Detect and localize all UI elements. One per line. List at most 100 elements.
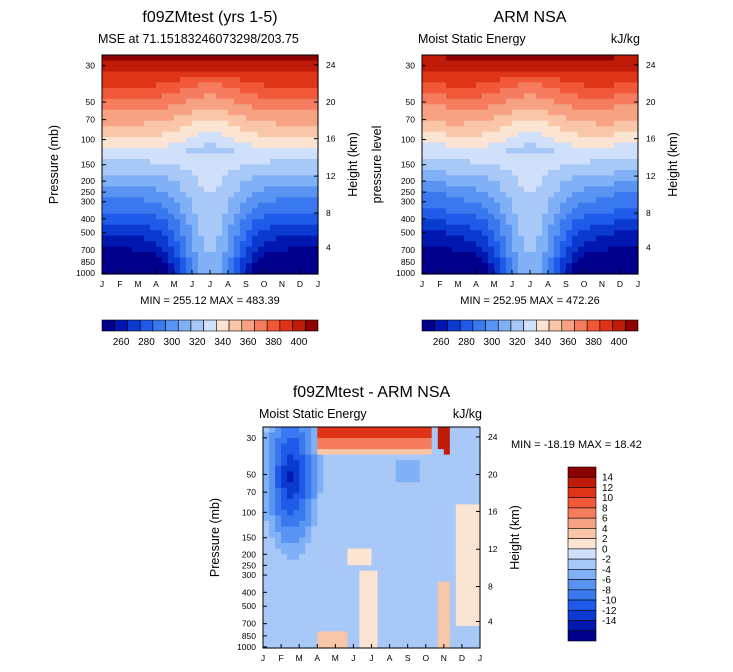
heatmap-cell [536, 126, 543, 133]
heatmap-cell [311, 548, 318, 555]
heatmap-cell [293, 438, 300, 445]
heatmap-cell [632, 93, 639, 100]
heatmap-cell [500, 169, 507, 177]
heatmap-cell [234, 202, 241, 209]
heatmap-cell [428, 263, 435, 270]
heatmap-cell [401, 482, 409, 489]
heatmap-cell [428, 71, 435, 78]
heatmap-cell [216, 153, 223, 160]
x-tick-label: M [454, 279, 461, 289]
heatmap-cell [449, 460, 457, 467]
heatmap-cell [174, 219, 181, 226]
heatmap-cell [440, 93, 447, 100]
heatmap-cell [443, 487, 451, 494]
heatmap-cell [144, 115, 151, 122]
heatmap-cell [174, 252, 181, 259]
heatmap-cell [300, 213, 307, 220]
heatmap-cell [240, 224, 247, 231]
heatmap-cell [560, 197, 567, 204]
heatmap-cell [506, 82, 513, 89]
heatmap-cell [602, 208, 609, 215]
heatmap-cell [437, 642, 445, 649]
heatmap-cell [174, 98, 181, 105]
heatmap-cell [473, 498, 481, 505]
heatmap-cell [252, 175, 259, 182]
heatmap-cell [341, 642, 348, 649]
heatmap-cell [608, 148, 615, 155]
heatmap-cell [377, 531, 385, 539]
heatmap-cell [198, 257, 205, 264]
heatmap-cell [389, 614, 397, 621]
heatmap-cell [365, 454, 373, 461]
heatmap-cell [276, 71, 283, 78]
heatmap-cell [530, 71, 537, 78]
heatmap-cell [240, 76, 247, 83]
y2-tick-label: 4 [326, 243, 331, 253]
heatmap-cell [276, 76, 283, 83]
heatmap-cell [359, 592, 367, 599]
heatmap-cell [299, 432, 306, 439]
heatmap-cell [524, 115, 531, 122]
colorbar-swatch [459, 319, 474, 332]
heatmap-cell [620, 252, 627, 259]
heatmap-cell [584, 230, 591, 237]
heatmap-cell [419, 471, 427, 478]
heatmap-cell [524, 109, 531, 116]
heatmap-cell [632, 235, 639, 242]
heatmap-cell [419, 609, 427, 616]
heatmap-cell [347, 465, 355, 472]
heatmap-cell [359, 603, 367, 610]
heatmap-cell [317, 531, 324, 539]
heatmap-cell [632, 137, 639, 144]
heatmap-cell [464, 252, 471, 259]
heatmap-cell [168, 115, 175, 122]
heatmap-cell [482, 137, 489, 144]
heatmap-cell [228, 268, 235, 275]
heatmap-cell [632, 148, 639, 155]
heatmap-cell [383, 537, 391, 544]
heatmap-cell [434, 164, 441, 171]
heatmap-cell [311, 576, 318, 583]
heatmap-cell [419, 482, 427, 489]
heatmap-cell [168, 137, 175, 144]
heatmap-cell [258, 180, 265, 187]
heatmap-cell [626, 137, 633, 144]
heatmap-cell [512, 263, 519, 270]
heatmap-cell [401, 614, 409, 621]
heatmap-cell [174, 235, 181, 242]
heatmap-cell [542, 142, 549, 149]
heatmap-cell [275, 559, 282, 566]
heatmap-cell [500, 55, 507, 62]
heatmap-cell [428, 87, 435, 94]
heatmap-cell [389, 548, 397, 555]
heatmap-cell [542, 137, 549, 144]
heatmap-cell [506, 137, 513, 144]
heatmap-cell [138, 257, 145, 264]
heatmap-cell [512, 230, 519, 237]
colorbar-swatch [434, 319, 448, 332]
heatmap-cell [240, 246, 247, 253]
heatmap-cell [407, 526, 415, 533]
heatmap-cell [293, 454, 300, 461]
heatmap-cell [560, 76, 567, 83]
heatmap-cell [407, 636, 415, 644]
heatmap-cell [216, 126, 223, 133]
heatmap-cell [156, 93, 163, 100]
heatmap-cell [560, 263, 567, 270]
heatmap-cell [138, 191, 145, 198]
heatmap-cell [263, 592, 270, 599]
heatmap-cell [306, 159, 313, 166]
heatmap-cell [608, 126, 615, 133]
heatmap-cell [614, 55, 621, 62]
heatmap-cell [150, 241, 157, 248]
heatmap-cell [264, 60, 271, 67]
heatmap-cell [554, 197, 561, 204]
heatmap-cell [482, 109, 489, 116]
heatmap-cell [584, 263, 591, 270]
heatmap-cell [294, 148, 301, 155]
heatmap-cell [269, 454, 276, 461]
heatmap-cell [288, 191, 295, 198]
heatmap-cell [446, 169, 453, 177]
heatmap-cell [536, 71, 543, 78]
heatmap-cell [156, 246, 163, 253]
